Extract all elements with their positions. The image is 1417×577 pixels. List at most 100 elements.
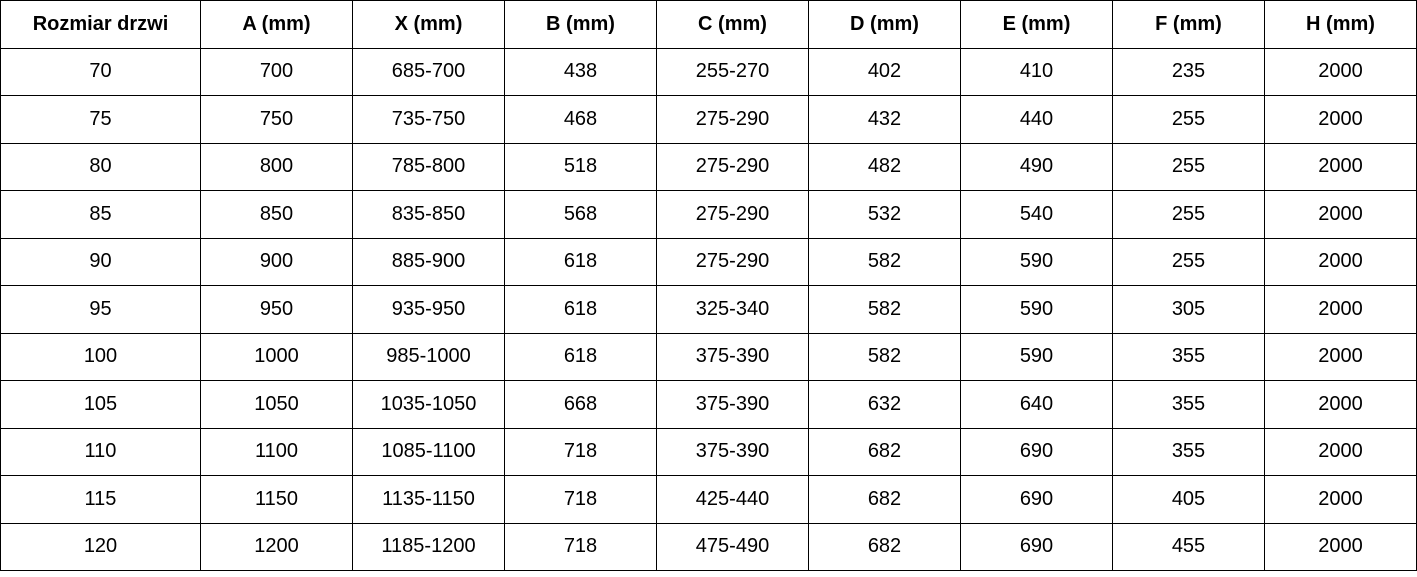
table-cell: 255 [1112, 237, 1265, 286]
table-cell: 255 [1112, 95, 1265, 144]
table-cell: 120 [0, 522, 201, 571]
table-cell: 750 [200, 95, 353, 144]
table-cell: 255-270 [656, 47, 809, 96]
table-cell: 785-800 [352, 142, 505, 191]
table-cell: 482 [808, 142, 961, 191]
table-row: 70 700 685-700 438 255-270 402 410 235 2000 [0, 47, 1417, 96]
table-cell: 255 [1112, 190, 1265, 239]
table-cell: 1100 [200, 427, 353, 476]
table-cell: 235 [1112, 47, 1265, 96]
table-cell: 935-950 [352, 285, 505, 334]
table-row: 90 900 885-900 618 275-290 582 590 255 2000 [0, 237, 1417, 286]
table-cell: 1185-1200 [352, 522, 505, 571]
table-row: 120 1200 1185-1200 718 475-490 682 690 455 2000 [0, 522, 1417, 571]
column-header: D (mm) [808, 0, 961, 49]
table-row: 75 750 735-750 468 275-290 432 440 255 2000 [0, 95, 1417, 144]
table-cell: 632 [808, 380, 961, 429]
table-cell: 2000 [1264, 47, 1417, 96]
table-cell: 375-390 [656, 380, 809, 429]
table-cell: 1200 [200, 522, 353, 571]
table-cell: 355 [1112, 427, 1265, 476]
table-cell: 1035-1050 [352, 380, 505, 429]
table-cell: 2000 [1264, 142, 1417, 191]
table-cell: 490 [960, 142, 1113, 191]
table-cell: 275-290 [656, 142, 809, 191]
table-row: 110 1100 1085-1100 718 375-390 682 690 355 2000 [0, 427, 1417, 476]
table-row: 80 800 785-800 518 275-290 482 490 255 2000 [0, 142, 1417, 191]
table-cell: 618 [504, 332, 657, 381]
table-cell: 90 [0, 237, 201, 286]
table-cell: 682 [808, 427, 961, 476]
table-cell: 590 [960, 237, 1113, 286]
table-cell: 275-290 [656, 237, 809, 286]
table-cell: 618 [504, 285, 657, 334]
table-cell: 590 [960, 285, 1113, 334]
table-cell: 100 [0, 332, 201, 381]
table-cell: 682 [808, 475, 961, 524]
table-cell: 985-1000 [352, 332, 505, 381]
table-cell: 355 [1112, 380, 1265, 429]
table-cell: 850 [200, 190, 353, 239]
table-cell: 95 [0, 285, 201, 334]
table-cell: 475-490 [656, 522, 809, 571]
table-cell: 80 [0, 142, 201, 191]
table-cell: 2000 [1264, 522, 1417, 571]
table-cell: 2000 [1264, 475, 1417, 524]
table-cell: 402 [808, 47, 961, 96]
table-cell: 455 [1112, 522, 1265, 571]
column-header: C (mm) [656, 0, 809, 49]
table-cell: 438 [504, 47, 657, 96]
column-header: E (mm) [960, 0, 1113, 49]
table-row: 85 850 835-850 568 275-290 532 540 255 2000 [0, 190, 1417, 239]
table-cell: 518 [504, 142, 657, 191]
column-header: A (mm) [200, 0, 353, 49]
table-cell: 85 [0, 190, 201, 239]
table-cell: 582 [808, 285, 961, 334]
table-cell: 2000 [1264, 427, 1417, 476]
table-cell: 540 [960, 190, 1113, 239]
table-cell: 582 [808, 332, 961, 381]
table-cell: 700 [200, 47, 353, 96]
table-cell: 275-290 [656, 95, 809, 144]
table-cell: 690 [960, 475, 1113, 524]
column-header: B (mm) [504, 0, 657, 49]
table-cell: 718 [504, 522, 657, 571]
table-cell: 690 [960, 522, 1113, 571]
table-cell: 682 [808, 522, 961, 571]
table-cell: 668 [504, 380, 657, 429]
table-cell: 2000 [1264, 332, 1417, 381]
table-cell: 70 [0, 47, 201, 96]
table-cell: 1085-1100 [352, 427, 505, 476]
table-cell: 800 [200, 142, 353, 191]
table-cell: 1000 [200, 332, 353, 381]
table-cell: 355 [1112, 332, 1265, 381]
table-cell: 590 [960, 332, 1113, 381]
table-cell: 2000 [1264, 190, 1417, 239]
table-cell: 255 [1112, 142, 1265, 191]
column-header: F (mm) [1112, 0, 1265, 49]
table-cell: 1050 [200, 380, 353, 429]
table-cell: 275-290 [656, 190, 809, 239]
table-cell: 885-900 [352, 237, 505, 286]
table-row: 100 1000 985-1000 618 375-390 582 590 355 2000 [0, 332, 1417, 381]
table-cell: 375-390 [656, 427, 809, 476]
table-cell: 900 [200, 237, 353, 286]
table-cell: 835-850 [352, 190, 505, 239]
table-cell: 432 [808, 95, 961, 144]
table-cell: 718 [504, 475, 657, 524]
column-header: Rozmiar drzwi [0, 0, 201, 49]
header-row: Rozmiar drzwi A (mm) X (mm) B (mm) C (mm) D (… [0, 0, 1417, 49]
table-cell: 325-340 [656, 285, 809, 334]
table-cell: 305 [1112, 285, 1265, 334]
table-cell: 568 [504, 190, 657, 239]
table-cell: 2000 [1264, 237, 1417, 286]
table-cell: 2000 [1264, 380, 1417, 429]
table-cell: 405 [1112, 475, 1265, 524]
table-cell: 532 [808, 190, 961, 239]
table-cell: 2000 [1264, 95, 1417, 144]
table-cell: 735-750 [352, 95, 505, 144]
table-cell: 375-390 [656, 332, 809, 381]
table-cell: 618 [504, 237, 657, 286]
table-row: 95 950 935-950 618 325-340 582 590 305 2000 [0, 285, 1417, 334]
table-cell: 425-440 [656, 475, 809, 524]
